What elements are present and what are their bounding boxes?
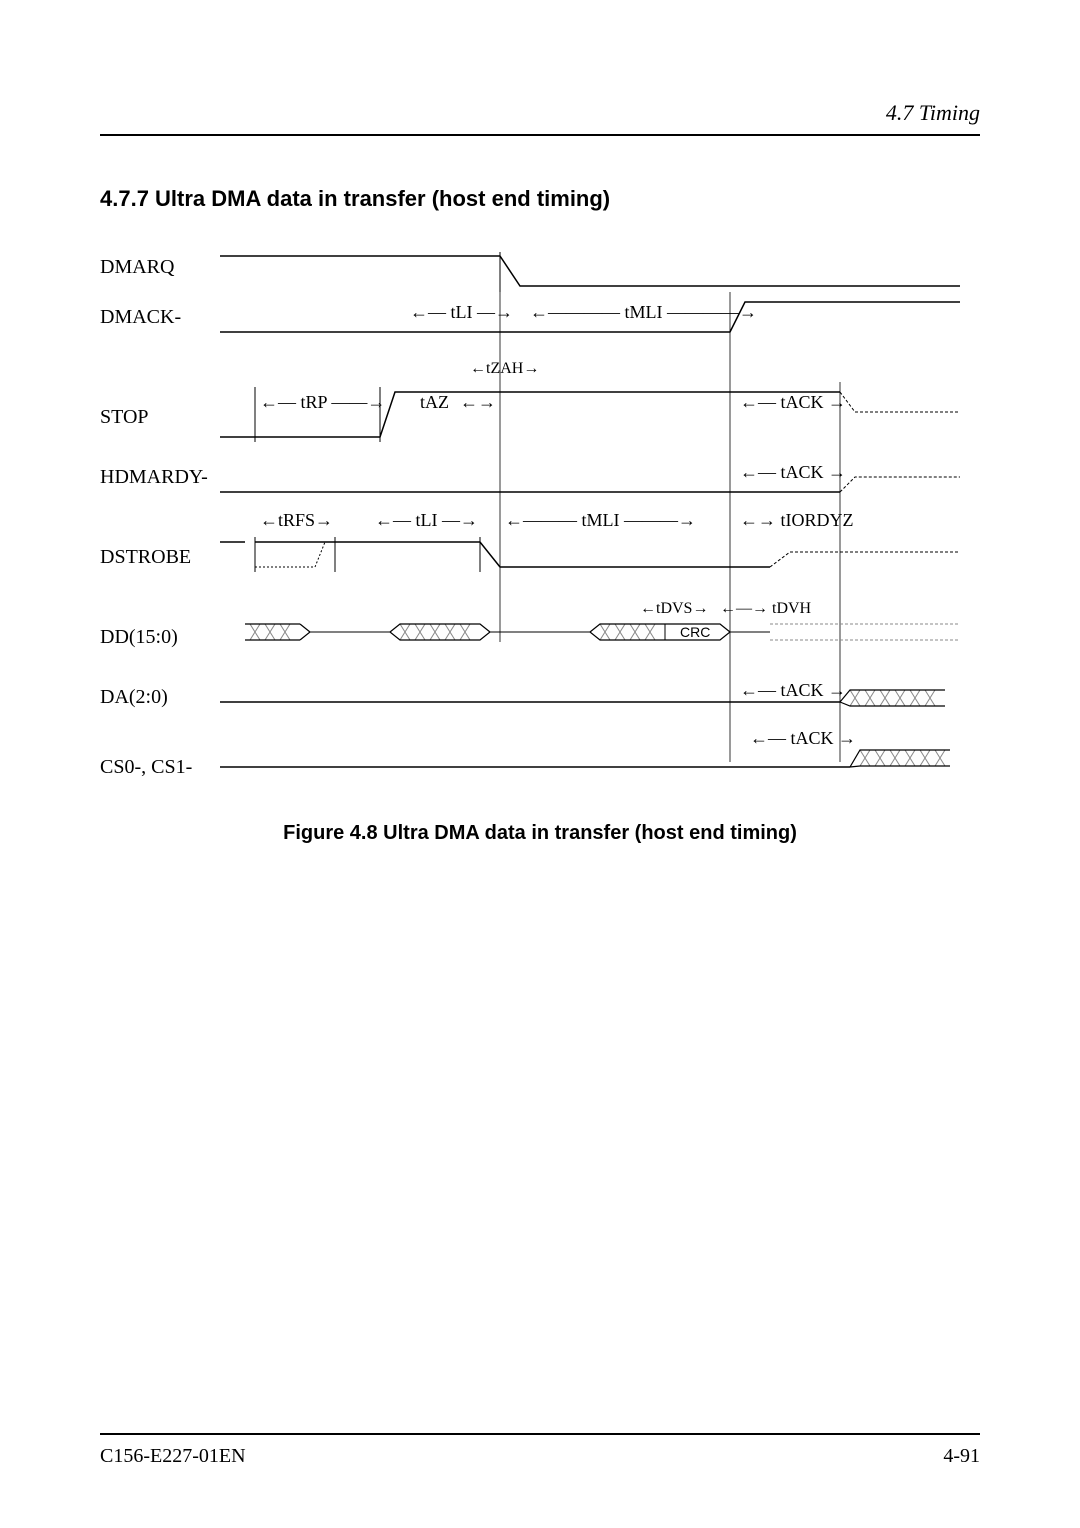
page-footer: C156-E227-01EN 4-91 [100,1433,980,1468]
figure-caption: Figure 4.8 Ultra DMA data in transfer (h… [100,822,980,845]
footer-doc-id: C156-E227-01EN [100,1445,246,1468]
timing-diagram: DMARQ DMACK- STOP HDMARDY- DSTROBE DD(15… [100,242,980,802]
header-section-ref: 4.7 Timing [100,100,980,136]
section-title: 4.7.7 Ultra DMA data in transfer (host e… [100,186,980,212]
footer-page-num: 4-91 [943,1445,980,1468]
waveform-svg [100,242,980,802]
